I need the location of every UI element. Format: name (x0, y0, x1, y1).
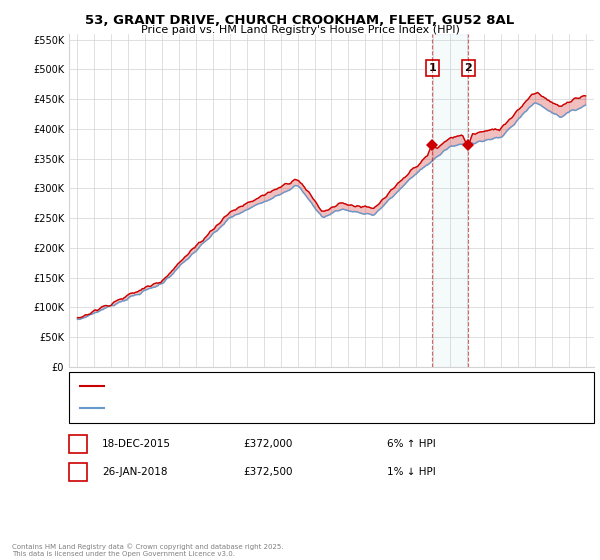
Text: 2: 2 (74, 467, 82, 477)
Text: 53, GRANT DRIVE, CHURCH CROOKHAM, FLEET, GU52 8AL (semi-detached house): 53, GRANT DRIVE, CHURCH CROOKHAM, FLEET,… (108, 382, 476, 391)
Text: 1: 1 (428, 63, 436, 73)
Text: £372,500: £372,500 (243, 467, 293, 477)
Text: £372,000: £372,000 (243, 439, 292, 449)
Text: 26-JAN-2018: 26-JAN-2018 (102, 467, 167, 477)
Text: 1: 1 (74, 439, 82, 449)
Text: 53, GRANT DRIVE, CHURCH CROOKHAM, FLEET, GU52 8AL: 53, GRANT DRIVE, CHURCH CROOKHAM, FLEET,… (85, 14, 515, 27)
Bar (433, 34, 469, 367)
Text: 1% ↓ HPI: 1% ↓ HPI (387, 467, 436, 477)
Text: 18-DEC-2015: 18-DEC-2015 (102, 439, 171, 449)
Text: Contains HM Land Registry data © Crown copyright and database right 2025.
This d: Contains HM Land Registry data © Crown c… (12, 544, 284, 557)
Text: 6% ↑ HPI: 6% ↑ HPI (387, 439, 436, 449)
Text: HPI: Average price, semi-detached house, Hart: HPI: Average price, semi-detached house,… (108, 403, 320, 412)
Text: 2: 2 (464, 63, 472, 73)
Text: Price paid vs. HM Land Registry's House Price Index (HPI): Price paid vs. HM Land Registry's House … (140, 25, 460, 35)
